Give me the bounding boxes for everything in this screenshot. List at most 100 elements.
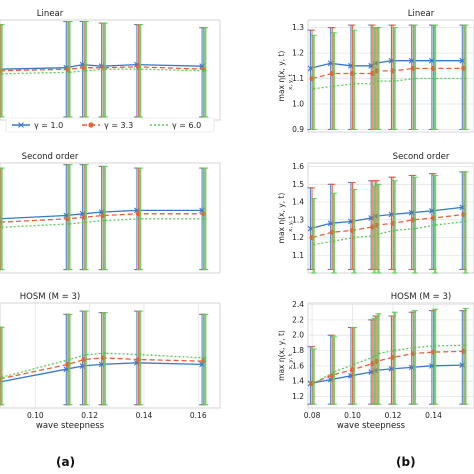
x-axis-label: wave steepness [36,421,105,431]
chart-title: HOSM (M = 3) [20,292,80,302]
chart-title: Linear [37,9,64,19]
data-point [352,82,356,85]
series-line [1,68,206,75]
y-tick-label: 1.8 [292,346,304,355]
series-line [0,362,203,383]
data-point [204,356,207,360]
chart-b-linear: Linear 0.9 1.0 1.1 1.2 1.3 max η(x, y, t) x, y,… [277,9,474,134]
data-point [393,349,396,352]
x-tick-label: 0.10 [344,411,361,420]
data-point [332,239,336,243]
y-tick-label: 1.3 [292,23,304,32]
y-tick-label: 1.6 [292,361,304,370]
data-point [352,363,356,366]
legend-label: γ = 6.0 [172,121,201,130]
y-tick-label: 1.6 [292,162,304,171]
x-tick-label: 0.08 [304,411,321,420]
plot-area [0,162,221,274]
legend-box [5,117,215,133]
x-tick-label: 0.16 [190,411,207,420]
series-2 [309,171,467,270]
series-line [0,209,203,220]
y-tick-label: 1.2 [292,233,304,242]
data-point [393,79,396,83]
data-point [352,236,356,239]
data-point [68,358,71,361]
data-point [204,217,207,221]
y-tick-label: 1.4 [292,198,304,207]
y-tick-label: 1.3 [292,215,304,224]
data-point [138,217,142,221]
data-point [373,355,376,358]
data-point [204,69,207,72]
legend-marker [18,122,24,128]
data-point [413,77,417,80]
chart-b-hosm: HOSM (M = 3) 1.2 1.4 1.6 1.8 2.0 2.2 2.4 0.08 0.1… [277,292,474,431]
legend-label: γ = 1.0 [34,121,63,130]
series-1 [0,164,206,271]
chart-title: Linear [408,9,435,19]
data-point [138,68,142,71]
data-point [413,346,417,349]
x-axis-label: wave steepness [337,421,406,431]
y-tick-label: 1.2 [292,392,304,401]
data-point [84,353,87,356]
data-point [433,223,437,227]
x-tick-label: 0.14 [136,411,153,420]
y-axis-label-subscript: x, y, t [288,353,294,370]
data-point [464,77,467,80]
y-tick-label: 1.4 [292,377,304,386]
series-3 [0,310,209,406]
panel-label-b: (b) [396,455,416,469]
y-tick-label: 1.2 [292,49,304,58]
y-tick-label: 1.1 [292,251,304,260]
series-line [1,218,206,228]
y-tick-label: 0.9 [292,125,304,134]
data-point [373,82,376,85]
plot-area [0,302,221,409]
series-3 [0,21,209,118]
data-point [103,351,107,355]
data-point [0,226,3,229]
series-line [0,357,204,380]
series-line [0,66,204,72]
legend: γ = 1.0 γ = 3.3 γ = 6.0 [5,117,215,133]
y-tick-label: 2.0 [292,331,304,340]
y-tick-label: 1.1 [292,74,304,83]
legend-marker [88,122,94,128]
data-point [103,68,107,71]
data-point [433,77,437,80]
data-point [377,79,380,83]
series-3 [310,24,469,130]
data-point [464,343,467,347]
data-point [373,234,376,237]
data-point [464,220,467,223]
data-point [0,376,3,379]
chart-a-hosm: HOSM (M = 3) 0.10 0.12 0.14 0.16 wave steepne… [0,292,221,431]
series-line [0,63,203,70]
data-point [312,87,315,90]
series-3 [310,171,469,274]
series-line [1,352,206,378]
x-tick-label: 0.14 [425,411,442,420]
y-tick-label: 2.2 [292,315,304,324]
data-point [68,71,71,74]
y-axis-label: max η(x, y, t) [277,330,286,381]
data-point [393,229,396,232]
data-point [138,353,142,356]
data-point [103,219,107,222]
chart-a-linear: Linear γ = 1.0 γ = 3.3 γ = 6.0 [0,9,221,133]
series-line [0,213,204,223]
series-3 [310,307,469,405]
data-point [332,370,336,374]
series-2 [309,310,467,405]
x-tick-label: 0.12 [385,411,402,420]
chart-title: HOSM (M = 3) [391,292,451,302]
data-point [0,72,3,76]
y-tick-label: 1.5 [292,180,304,189]
x-tick-label: 0.10 [27,411,44,420]
data-point [377,352,380,355]
data-point [312,243,315,246]
y-axis-label-subscript: x, y, t [288,73,294,90]
